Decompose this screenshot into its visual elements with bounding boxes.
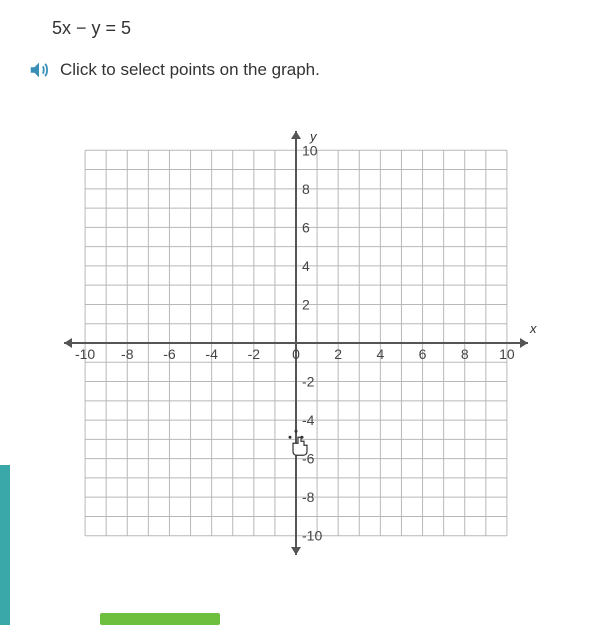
svg-text:2: 2 [302,296,310,312]
svg-text:4: 4 [302,258,310,274]
svg-text:8: 8 [302,181,310,197]
svg-text:-6: -6 [163,346,176,362]
left-edge-strip [0,465,10,625]
instruction-row: Click to select points on the graph. [28,59,571,81]
svg-text:-2: -2 [247,346,260,362]
svg-text:x: x [529,321,537,336]
speaker-icon[interactable] [28,59,50,81]
svg-text:-10: -10 [302,528,322,544]
svg-text:10: 10 [302,142,318,158]
equation-text: 5x − y = 5 [52,18,571,39]
svg-text:8: 8 [460,346,468,362]
graph-canvas[interactable]: -10-8-6-4-20246810108642-2-4-6-8-10xy [36,103,556,583]
instruction-text: Click to select points on the graph. [60,60,320,80]
svg-text:0: 0 [292,346,300,362]
svg-text:10: 10 [499,346,515,362]
svg-text:-8: -8 [121,346,134,362]
svg-text:-10: -10 [74,346,94,362]
svg-text:6: 6 [418,346,426,362]
svg-text:2: 2 [334,346,342,362]
svg-text:-4: -4 [302,412,315,428]
coordinate-graph[interactable]: -10-8-6-4-20246810108642-2-4-6-8-10xy [36,103,556,603]
svg-text:-8: -8 [302,489,315,505]
svg-text:-4: -4 [205,346,218,362]
svg-text:4: 4 [376,346,384,362]
svg-text:-2: -2 [302,374,315,390]
svg-text:6: 6 [302,219,310,235]
svg-text:-6: -6 [302,451,315,467]
progress-bar [100,613,220,625]
